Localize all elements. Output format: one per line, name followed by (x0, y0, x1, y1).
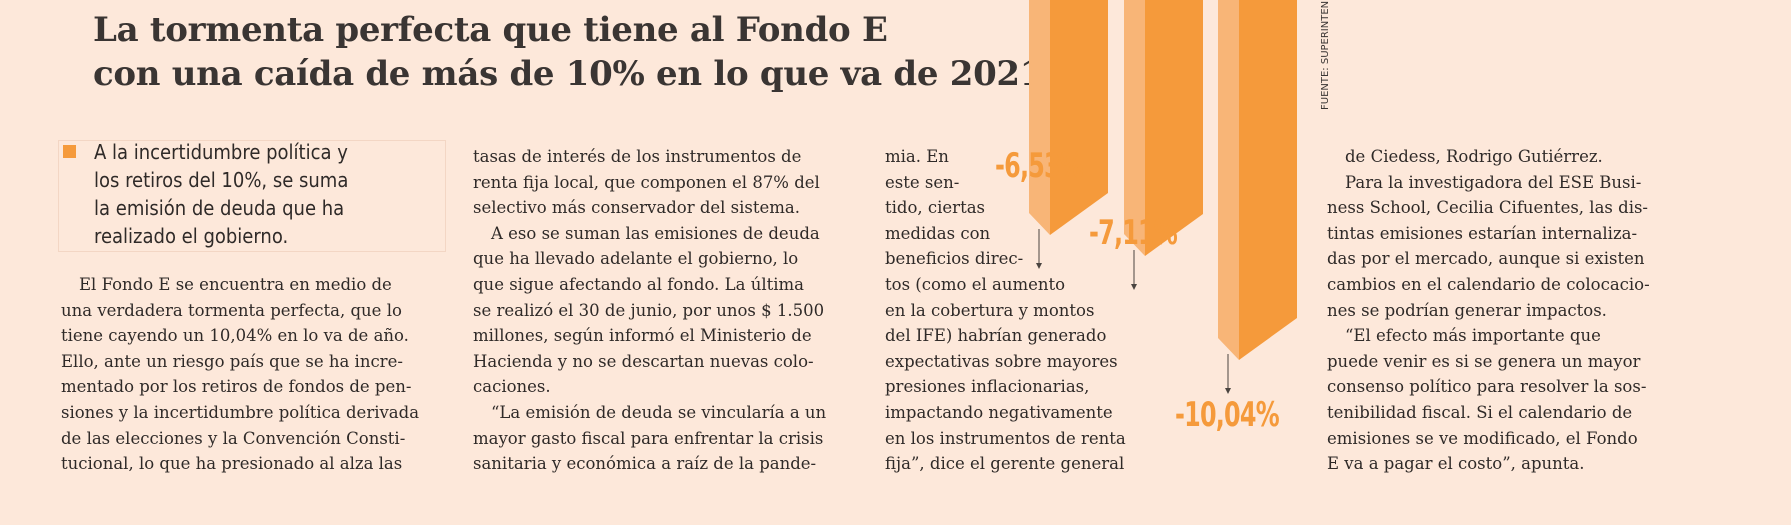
body-column-1: El Fondo E se encuentra en medio de una … (61, 272, 419, 477)
body-column-3: mia. En este sen- tido, ciertas medidas … (885, 144, 1126, 477)
body-line: de las elecciones y la Convención Consti… (61, 428, 406, 448)
body-line: que ha llevado adelante el gobierno, lo (473, 249, 799, 269)
summary-line: los retiros del 10%, se suma (94, 168, 349, 192)
body-line: selectivo más conservador del sistema. (473, 198, 801, 218)
body-line: se realizó el 30 de junio, por unos $ 1.… (473, 300, 825, 320)
bar-arrow-icon (1225, 388, 1231, 394)
body-line: impactando negativamente (885, 402, 1113, 422)
body-line: este sen- (885, 172, 960, 192)
body-line: sanitaria y económica a raíz de la pande… (473, 454, 817, 474)
body-line: tido, ciertas (885, 198, 985, 218)
chart-source: FUENTE: SUPERINTENDENCIA DE PENSIONES (1320, 0, 1331, 110)
summary-line: A la incertidumbre política y (94, 140, 348, 164)
body-line: presiones inflacionarias, (885, 377, 1090, 397)
body-line: A eso se suman las emisiones de deuda (491, 223, 820, 243)
body-line: tintas emisiones estarían internaliza- (1327, 223, 1638, 243)
body-column-2: tasas de interés de los instrumentos de … (473, 144, 826, 477)
summary-line: realizado el gobierno. (94, 224, 289, 248)
body-line: medidas con (885, 223, 991, 243)
body-line: renta fija local, que componen el 87% de… (473, 172, 820, 192)
body-line: emisiones se ve modificado, el Fondo (1327, 428, 1638, 448)
body-line: mentado por los retiros de fondos de pen… (61, 377, 412, 397)
body-line: “La emisión de deuda se vincularía a un (491, 402, 827, 422)
headline-line-2: con una caída de más de 10% en lo que va… (93, 54, 1044, 94)
bar-front-face (1239, 0, 1297, 360)
bar-label-fund-1: -6,53% (995, 146, 1084, 186)
bar-label-fund-3: -10,04% (1175, 395, 1280, 435)
summary-line: la emisión de deuda que ha (94, 196, 345, 220)
body-column-4: de Ciedess, Rodrigo Gutiérrez. Para la i… (1327, 144, 1650, 477)
body-line: fija”, dice el gerente general (885, 454, 1125, 474)
bar-arrow-icon (1131, 284, 1137, 290)
body-line: una verdadera tormenta perfecta, que lo (61, 300, 402, 320)
summary-text: A la incertidumbre política y los retiro… (94, 138, 348, 250)
bar-side-face (1218, 0, 1239, 360)
body-line: Para la investigadora del ESE Busi- (1345, 172, 1642, 192)
body-line: “El efecto más importante que (1345, 326, 1601, 346)
body-line: expectativas sobre mayores (885, 351, 1118, 371)
body-line: tos (como el aumento (885, 274, 1066, 294)
bar-fund-3 (1218, 0, 1297, 394)
summary-box (58, 140, 446, 252)
body-line: tucional, lo que ha presionado al alza l… (61, 454, 403, 474)
headline-line-1: La tormenta perfecta que tiene al Fondo … (93, 10, 888, 50)
body-line: consenso político para resolver la sos- (1327, 377, 1647, 397)
body-line: siones y la incertidumbre política deriv… (61, 402, 420, 422)
headline: La tormenta perfecta que tiene al Fondo … (93, 8, 1043, 96)
body-line: E va a pagar el costo”, apunta. (1327, 454, 1585, 474)
bullet-square-icon (63, 145, 76, 158)
body-line: en la cobertura y montos (885, 300, 1095, 320)
body-line: mia. En (885, 147, 949, 166)
body-line: caciones. (473, 377, 551, 397)
body-line: millones, según informó el Ministerio de (473, 326, 812, 346)
body-line: Ello, ante un riesgo país que se ha incr… (61, 351, 403, 371)
body-line: mayor gasto fiscal para enfrentar la cri… (473, 428, 824, 448)
body-line: de Ciedess, Rodrigo Gutiérrez. (1345, 147, 1603, 166)
body-line: ness School, Cecilia Cifuentes, las dis- (1327, 198, 1649, 218)
body-line: cambios en el calendario de colocacio- (1327, 274, 1650, 294)
body-line: tasas de interés de los instrumentos de (473, 147, 802, 166)
body-line: El Fondo E se encuentra en medio de (79, 275, 392, 294)
body-line: puede venir es si se genera un mayor (1327, 351, 1641, 371)
body-line: Hacienda y no se descartan nuevas colo- (473, 351, 814, 371)
body-line: del IFE) habrían generado (885, 326, 1107, 346)
body-line: tenibilidad fiscal. Si el calendario de (1327, 402, 1633, 422)
body-line: en los instrumentos de renta (885, 428, 1126, 448)
body-line: tiene cayendo un 10,04% en lo va de año. (61, 326, 409, 346)
bar-label-fund-2: -7,11% (1089, 213, 1178, 253)
body-line: das por el mercado, aunque si existen (1327, 249, 1645, 269)
body-line: beneficios direc- (885, 249, 1024, 269)
body-line: que sigue afectando al fondo. La última (473, 274, 804, 294)
body-line: nes se podrían generar impactos. (1327, 300, 1607, 320)
